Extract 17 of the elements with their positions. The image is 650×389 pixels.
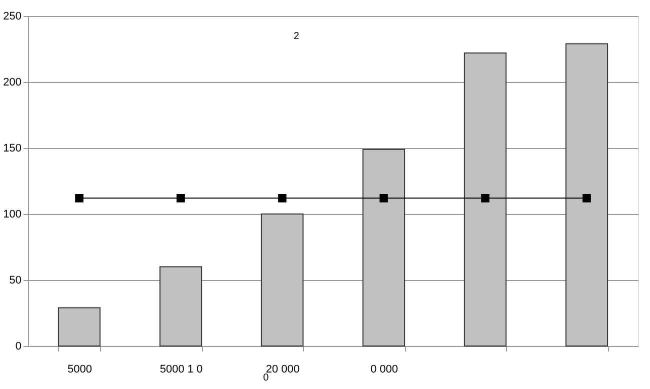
bar	[464, 52, 507, 346]
bar	[159, 266, 202, 346]
y-tick-label: 250	[3, 10, 22, 22]
x-tick-label: 5000 1 0	[160, 364, 203, 376]
x-tick-label: 0 000	[370, 364, 398, 376]
y-tick-label: 150	[3, 142, 22, 154]
bar	[260, 214, 304, 346]
annotation: 2	[294, 30, 300, 42]
y-tick-label: 100	[3, 208, 22, 220]
y-tick-label: 50	[9, 274, 22, 286]
bar	[565, 43, 608, 346]
y-tick-label: 200	[3, 76, 22, 88]
bar	[58, 307, 101, 346]
text: 0	[263, 372, 270, 384]
bar	[362, 148, 406, 346]
y-tick-label: 0	[15, 340, 22, 352]
x-tick-label: 5000	[68, 364, 92, 376]
